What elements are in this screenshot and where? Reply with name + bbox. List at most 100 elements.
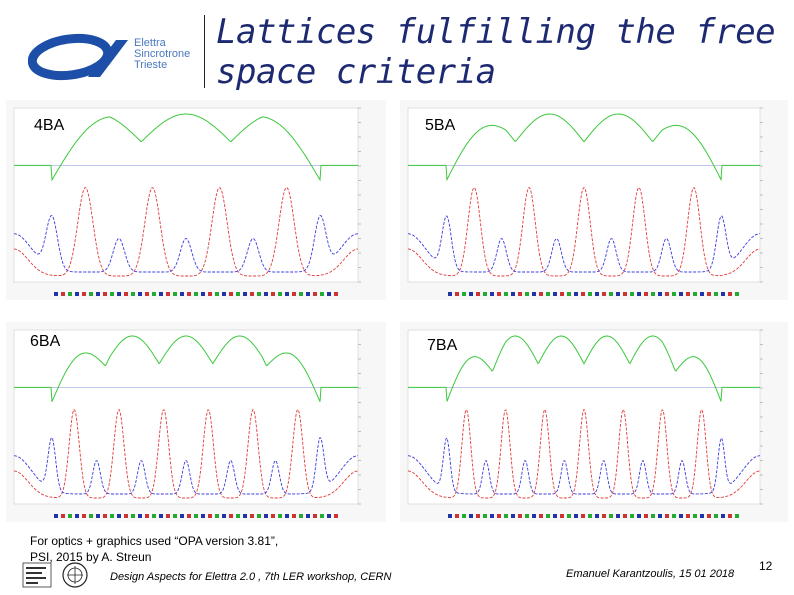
lattice-element: [89, 514, 93, 518]
lattice-element: [89, 292, 93, 296]
lattice-element: [271, 514, 275, 518]
lattice-element: [483, 514, 487, 518]
lattice-element: [616, 514, 620, 518]
plot-6ba: [6, 322, 386, 522]
lattice-element: [553, 514, 557, 518]
lattice-element: [504, 514, 508, 518]
lattice-element: [54, 514, 58, 518]
title-divider: [204, 15, 205, 88]
lattice-element: [567, 292, 571, 296]
lattice-element: [201, 514, 205, 518]
plot-7ba: [400, 322, 788, 522]
lattice-element: [714, 514, 718, 518]
lattice-element: [707, 292, 711, 296]
lattice-element: [54, 292, 58, 296]
lattice-element: [728, 514, 732, 518]
lattice-element: [117, 292, 121, 296]
beta-y-curve: [407, 437, 761, 495]
plot-4ba: [6, 100, 386, 300]
lattice-element: [166, 292, 170, 296]
beta-y-curve: [407, 215, 761, 273]
lattice-element: [546, 292, 550, 296]
lattice-element: [61, 292, 65, 296]
lattice-element: [693, 292, 697, 296]
lattice-element: [553, 292, 557, 296]
logo-line-1: Elettra: [134, 37, 166, 49]
lattice-element: [532, 292, 536, 296]
lattice-element: [306, 292, 310, 296]
lattice-element: [264, 514, 268, 518]
lattice-element: [651, 514, 655, 518]
lattice-element: [679, 514, 683, 518]
plot-5ba: [400, 100, 788, 300]
lattice-element: [250, 292, 254, 296]
lattice-element: [581, 514, 585, 518]
lattice-element: [686, 292, 690, 296]
lattice-element: [700, 514, 704, 518]
lattice-element: [679, 292, 683, 296]
lattice-element: [131, 292, 135, 296]
dispersion-curve: [14, 113, 358, 182]
lattice-element: [334, 514, 338, 518]
lattice-element: [567, 514, 571, 518]
lattice-element: [658, 514, 662, 518]
lattice-element: [138, 292, 142, 296]
elettra-logo: [28, 33, 128, 81]
lattice-element: [75, 514, 79, 518]
lattice-element: [609, 514, 613, 518]
lattice-element: [82, 292, 86, 296]
panel-label-6ba: 6BA: [30, 333, 61, 350]
lattice-element: [616, 292, 620, 296]
lattice-element: [476, 514, 480, 518]
lattice-element: [588, 292, 592, 296]
lattice-element: [222, 292, 226, 296]
lattice-element: [560, 514, 564, 518]
lattice-element: [700, 292, 704, 296]
lattice-element: [525, 292, 529, 296]
lattice-element: [166, 514, 170, 518]
lattice-element: [194, 292, 198, 296]
lattice-element: [707, 514, 711, 518]
lattice-element: [448, 514, 452, 518]
lattice-element: [518, 292, 522, 296]
lattice-element: [180, 292, 184, 296]
lattice-element: [201, 292, 205, 296]
lattice-element: [511, 292, 515, 296]
lattice-element: [187, 292, 191, 296]
optics-plot-7ba: [400, 322, 788, 522]
lattice-element: [462, 514, 466, 518]
lattice-element: [299, 292, 303, 296]
lattice-element: [208, 292, 212, 296]
lattice-element: [714, 292, 718, 296]
lattice-element: [103, 292, 107, 296]
lattice-element: [110, 514, 114, 518]
lattice-element: [644, 292, 648, 296]
lattice-element: [693, 514, 697, 518]
lattice-element: [518, 514, 522, 518]
lattice-element: [117, 514, 121, 518]
dispersion-curve: [14, 335, 358, 402]
lattice-element: [665, 292, 669, 296]
lattice-element: [623, 514, 627, 518]
lattice-element: [145, 514, 149, 518]
lattice-element: [82, 514, 86, 518]
university-emblem: [62, 562, 88, 588]
lattice-element: [215, 292, 219, 296]
lattice-element: [497, 514, 501, 518]
lattice-element: [327, 292, 331, 296]
lattice-element: [194, 514, 198, 518]
lattice-element: [306, 514, 310, 518]
credit-line-1: For optics + graphics used “OPA version …: [30, 534, 279, 548]
lattice-element: [630, 514, 634, 518]
lattice-element: [145, 292, 149, 296]
lattice-element: [574, 292, 578, 296]
lattice-element: [511, 514, 515, 518]
lattice-element: [180, 514, 184, 518]
lattice-element: [595, 292, 599, 296]
lattice-element: [490, 292, 494, 296]
dispersion-curve: [408, 335, 760, 402]
lattice-element: [462, 292, 466, 296]
lattice-element: [285, 514, 289, 518]
slide-title: Lattices fulfilling the free space crite…: [216, 12, 776, 92]
lattice-element: [236, 514, 240, 518]
